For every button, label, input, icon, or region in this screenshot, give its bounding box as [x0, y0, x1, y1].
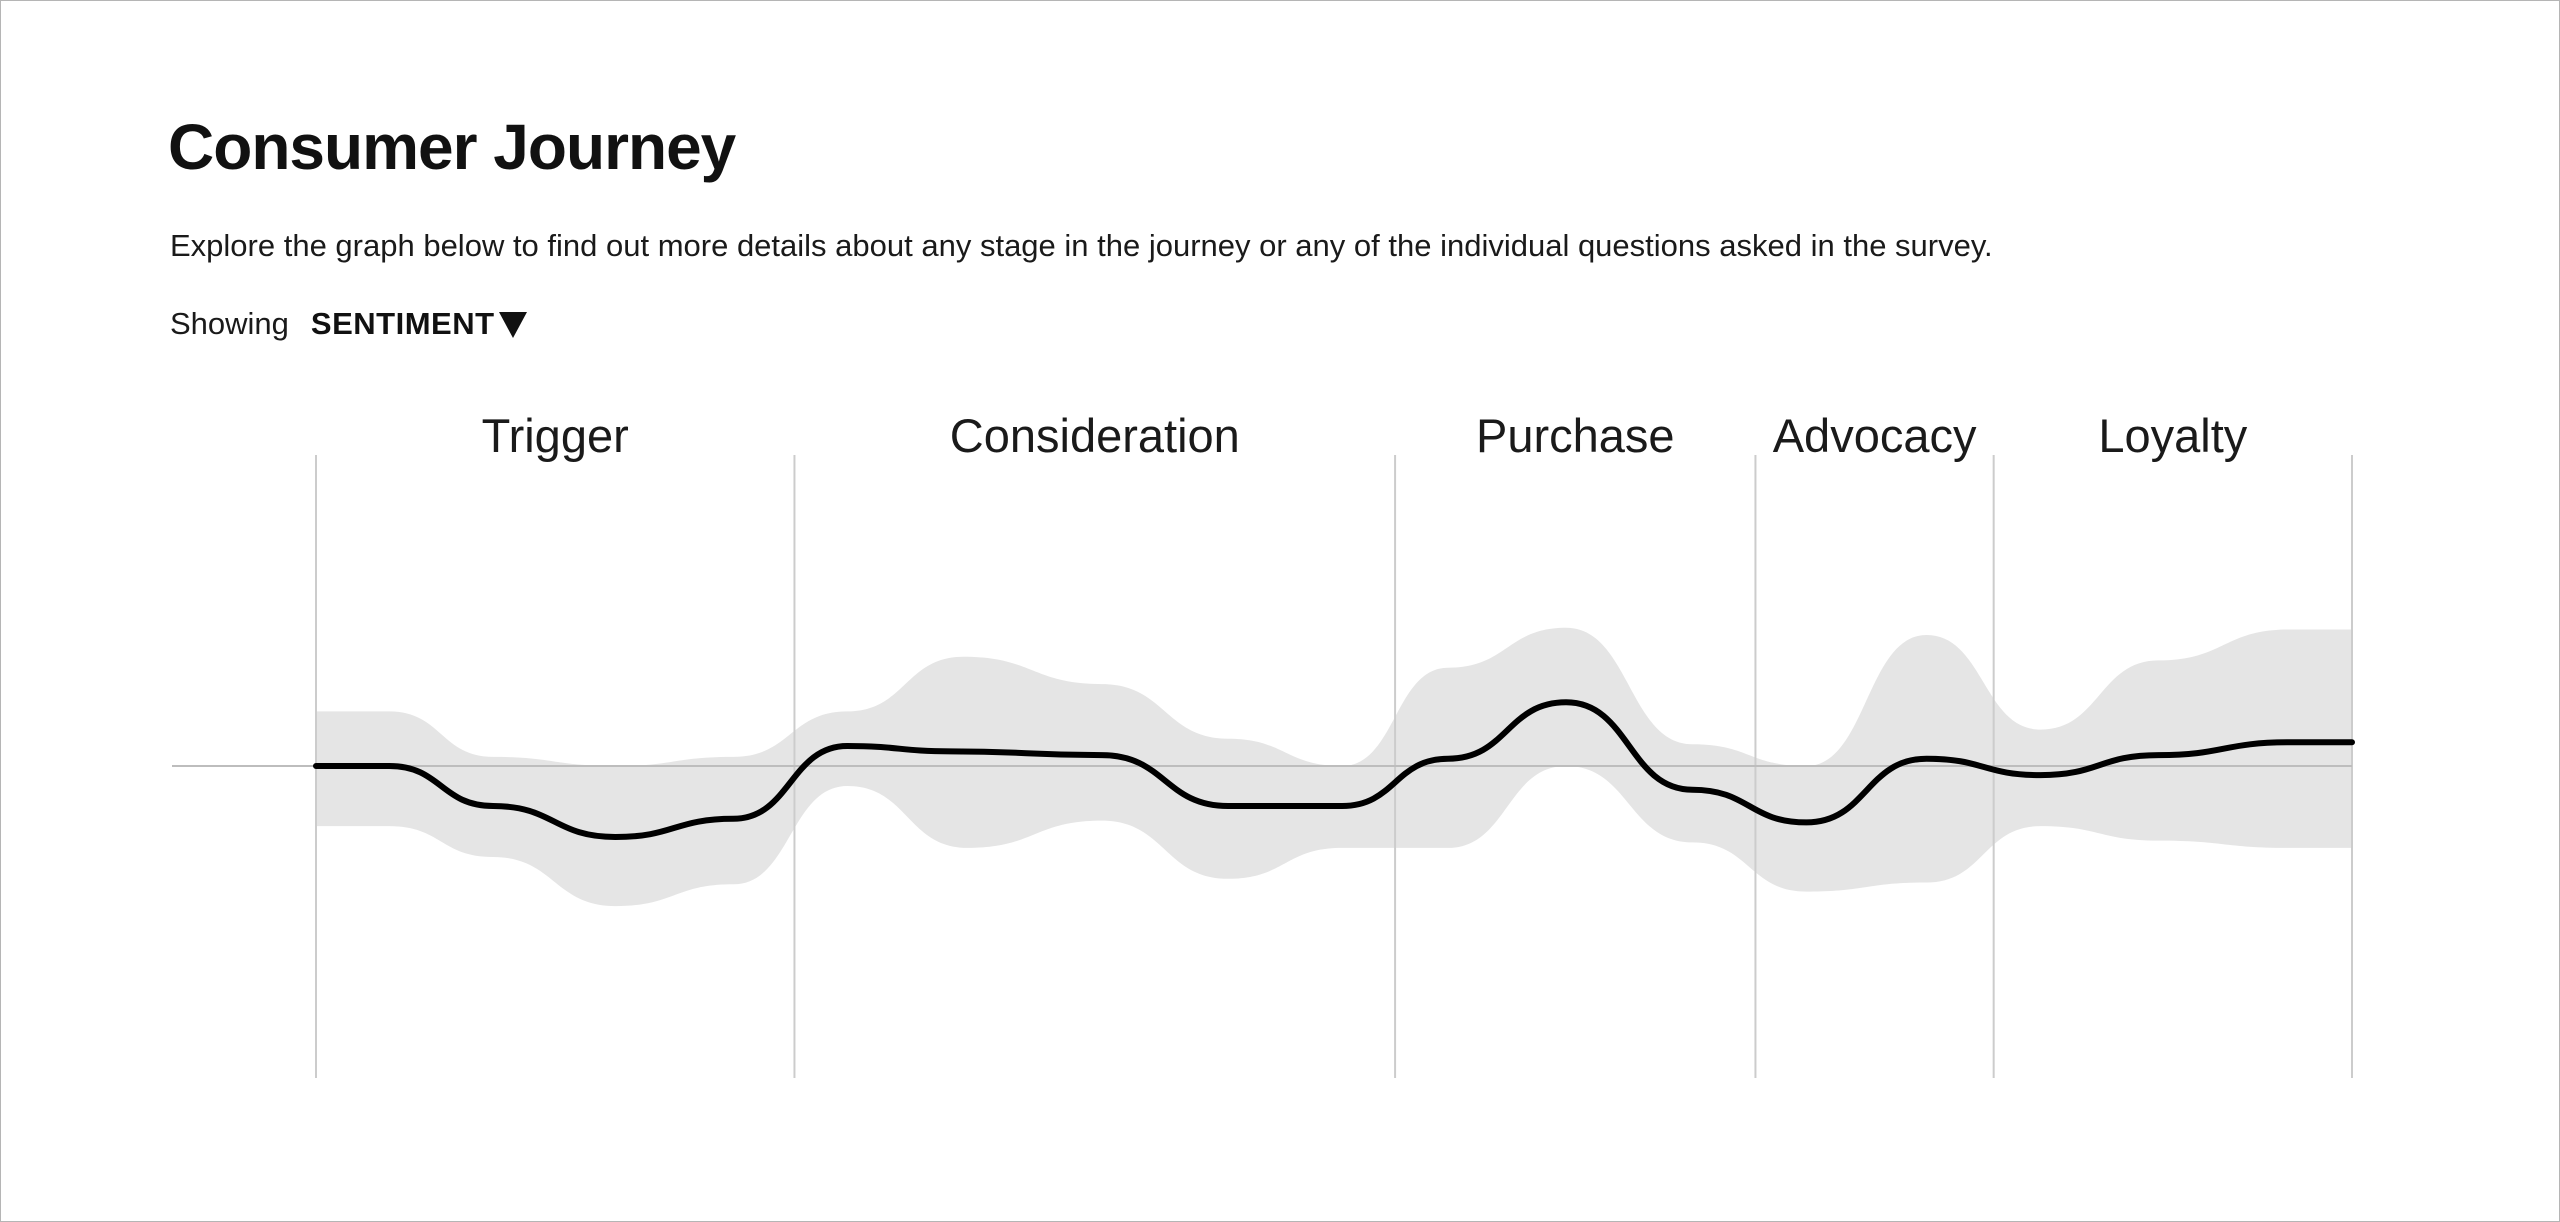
sentiment-point-17[interactable]	[2279, 732, 2299, 752]
showing-label: Showing	[170, 306, 289, 341]
sentiment-point-1[interactable]	[379, 756, 399, 776]
sentiment-point-7[interactable]	[1092, 745, 1112, 765]
stage-label-purchase[interactable]: Purchase	[1476, 409, 1675, 462]
sentiment-point-8[interactable]	[1218, 796, 1238, 816]
stage-label-trigger[interactable]: Trigger	[482, 409, 629, 462]
sentiment-point-18[interactable]	[2342, 732, 2362, 752]
sentiment-point-9[interactable]	[1332, 796, 1352, 816]
sentiment-point-0[interactable]	[306, 756, 326, 776]
stage-label-advocacy[interactable]: Advocacy	[1773, 409, 1977, 462]
sentiment-point-5[interactable]	[837, 736, 857, 756]
sentiment-point-14[interactable]	[1917, 749, 1937, 769]
page-title: Consumer Journey	[168, 111, 736, 183]
sentiment-point-4[interactable]	[723, 809, 743, 829]
sentiment-point-3[interactable]	[605, 827, 625, 847]
sentiment-point-12[interactable]	[1682, 780, 1702, 800]
stage-label-loyalty[interactable]: Loyalty	[2098, 409, 2247, 462]
sentiment-point-10[interactable]	[1438, 749, 1458, 769]
metric-dropdown[interactable]: SENTIMENT	[311, 306, 527, 342]
sentiment-point-6[interactable]	[941, 741, 961, 761]
metric-dropdown-value: SENTIMENT	[310, 306, 495, 341]
sentiment-point-11[interactable]	[1556, 692, 1576, 712]
sentiment-point-13[interactable]	[1796, 812, 1816, 832]
sentiment-point-15[interactable]	[2031, 765, 2051, 785]
sentiment-line-layer	[306, 692, 2362, 847]
stage-labels: Trigger Consideration Purchase Advocacy Loya…	[482, 409, 2248, 462]
triangle-down-icon	[498, 312, 527, 338]
sentiment-point-16[interactable]	[2149, 745, 2169, 765]
metric-selector-row: Showing SENTIMENT	[170, 306, 527, 342]
page-description: Explore the graph below to find out more…	[170, 228, 1993, 263]
sentiment-point-2[interactable]	[483, 796, 503, 816]
stage-label-consideration[interactable]: Consideration	[950, 409, 1240, 462]
sentiment-mean-line[interactable]	[313, 699, 2355, 840]
